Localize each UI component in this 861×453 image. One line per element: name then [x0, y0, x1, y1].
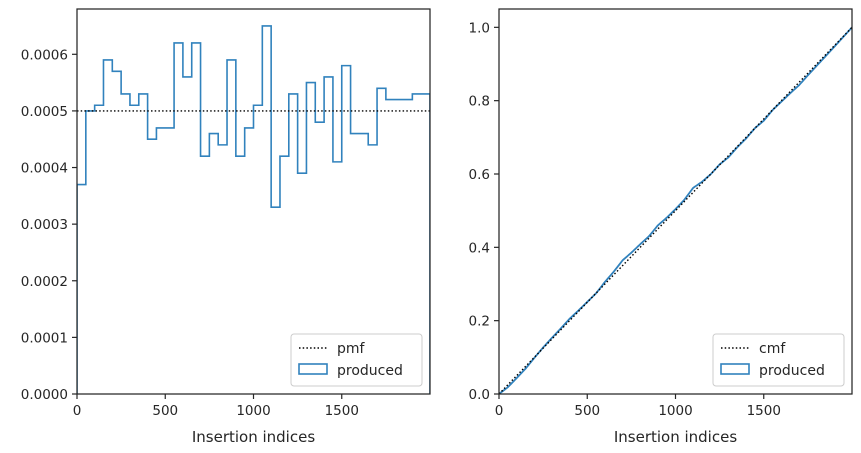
legend-box — [290, 333, 423, 387]
legend-reference-label: cmf — [759, 341, 786, 357]
y-tick-label: 0.0003 — [21, 217, 68, 233]
legend-produced-label: produced — [337, 363, 403, 379]
pmf-panel: 0 500 1000 1500 0.0000 0.0001 0.0002 0.0003 0.00… — [21, 8, 431, 446]
y-tick-label: 0.2 — [469, 314, 490, 330]
x-axis-label: Insertion indices — [614, 428, 737, 446]
x-tick-label: 500 — [152, 403, 178, 419]
x-tick-label: 1000 — [236, 403, 270, 419]
y-tick-label: 0.0004 — [21, 161, 68, 177]
x-axis-label: Insertion indices — [192, 428, 315, 446]
legend-produced-swatch — [720, 363, 750, 375]
x-tick-label: 1000 — [658, 403, 692, 419]
produced-cumulative-curve — [499, 26, 852, 394]
x-tick-label: 0 — [495, 403, 504, 419]
y-tick-label: 1.0 — [469, 20, 490, 36]
y-tick-label: 0.0002 — [21, 274, 68, 290]
y-tick-label: 0.6 — [469, 167, 490, 183]
x-tick-label: 1500 — [747, 403, 781, 419]
produced-histogram-step — [77, 25, 430, 394]
x-tick-label: 0 — [73, 403, 82, 419]
cmf-panel: 0 500 1000 1500 0.0 0.2 0.4 0.6 0.8 1.0 Insertion … — [469, 8, 853, 446]
legend-produced-label: produced — [759, 363, 825, 379]
plot-area — [77, 25, 430, 394]
y-tick-label: 0.0005 — [21, 104, 68, 120]
y-tick-label: 0.8 — [469, 94, 490, 110]
legend-box — [712, 333, 845, 387]
legend: pmf produced — [290, 333, 423, 387]
legend-reference-label: pmf — [337, 341, 366, 357]
legend: cmf produced — [712, 333, 845, 387]
y-tick-label: 0.0 — [469, 387, 490, 403]
y-tick-label: 0.0006 — [21, 47, 68, 63]
y-tick-label: 0.4 — [469, 240, 490, 256]
y-tick-label: 0.0001 — [21, 330, 68, 346]
plot-area — [499, 26, 852, 394]
y-tick-label: 0.0000 — [21, 387, 68, 403]
x-tick-label: 1500 — [325, 403, 359, 419]
x-tick-label: 500 — [574, 403, 600, 419]
legend-produced-swatch — [298, 363, 328, 375]
